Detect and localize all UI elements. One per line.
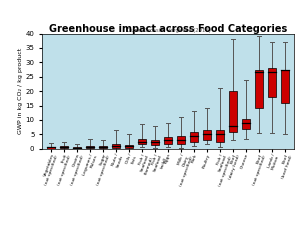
Bar xyxy=(112,144,120,148)
Bar xyxy=(60,146,68,148)
Bar xyxy=(216,130,224,142)
Bar xyxy=(164,137,172,144)
Bar xyxy=(255,70,263,108)
Y-axis label: GWP in kg CO₂ / kg product: GWP in kg CO₂ / kg product xyxy=(18,48,22,134)
Bar xyxy=(73,147,81,149)
Bar xyxy=(229,91,237,132)
Bar xyxy=(151,140,159,145)
Bar xyxy=(125,145,133,148)
Text: Clune, Crossin, Verghese (2016): Clune, Crossin, Verghese (2016) xyxy=(126,28,210,33)
Bar xyxy=(203,130,211,140)
Bar xyxy=(99,146,107,148)
Bar xyxy=(177,136,185,144)
Bar xyxy=(242,119,250,129)
Bar xyxy=(47,147,55,149)
Bar xyxy=(138,139,146,144)
Bar xyxy=(86,146,94,148)
Bar xyxy=(281,70,289,103)
Title: Greenhouse impact across Food Categories: Greenhouse impact across Food Categories xyxy=(49,24,287,34)
Bar xyxy=(190,132,198,142)
Bar xyxy=(268,68,276,97)
